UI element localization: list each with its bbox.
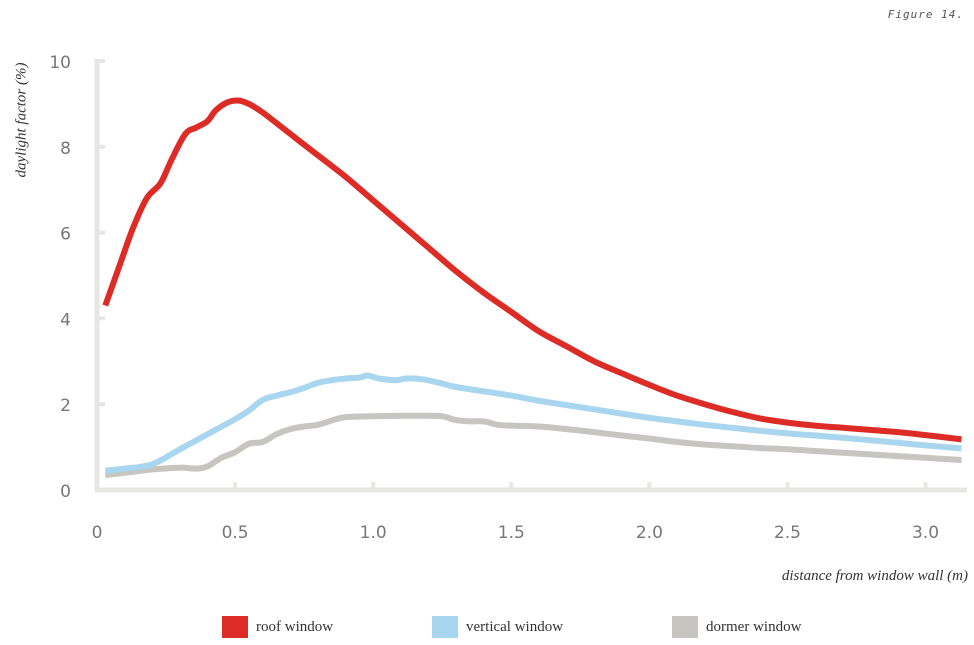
y-tick-label: 10 (49, 53, 71, 73)
legend: roof window vertical window dormer windo… (0, 616, 974, 644)
y-tick-label: 4 (60, 310, 71, 330)
x-axis-title: distance from window wall (m) (781, 568, 968, 584)
legend-label-vertical: vertical window (466, 618, 564, 635)
legend-item-roof: roof window (222, 616, 333, 638)
x-tick-label: 2.5 (774, 523, 801, 543)
y-tick-label: 8 (60, 139, 71, 159)
legend-label-roof: roof window (256, 618, 334, 635)
line-chart: 0 2 4 6 8 10 0 0.5 1.0 1.5 2.0 2.5 3.0 (49, 53, 967, 543)
series-layer (102, 97, 962, 478)
y-tick-label: 6 (60, 225, 71, 245)
x-tick-label: 1.5 (498, 523, 525, 543)
axes (94, 59, 967, 493)
figure-label: Figure 14. (887, 8, 964, 21)
series-line-dormer-window (104, 412, 962, 478)
legend-swatch-vertical (432, 616, 458, 638)
x-tick-label: 1.0 (360, 523, 387, 543)
x-tick-label: 0 (92, 523, 103, 543)
x-tick-label: 0.5 (222, 523, 249, 543)
legend-label-dormer: dormer window (706, 618, 802, 635)
tick-labels: 0 2 4 6 8 10 0 0.5 1.0 1.5 2.0 2.5 3.0 (49, 53, 939, 543)
legend-swatch-roof (222, 616, 248, 638)
legend-swatch-dormer (672, 616, 698, 638)
legend-item-dormer: dormer window (672, 616, 801, 638)
legend-item-vertical: vertical window (432, 616, 563, 638)
x-tick-label: 3.0 (912, 523, 939, 543)
y-tick-label: 2 (60, 396, 71, 416)
x-tick-label: 2.0 (636, 523, 663, 543)
series-line-vertical-window (104, 372, 962, 474)
series-line-roof-window (102, 97, 962, 443)
y-tick-label: 0 (60, 482, 71, 502)
